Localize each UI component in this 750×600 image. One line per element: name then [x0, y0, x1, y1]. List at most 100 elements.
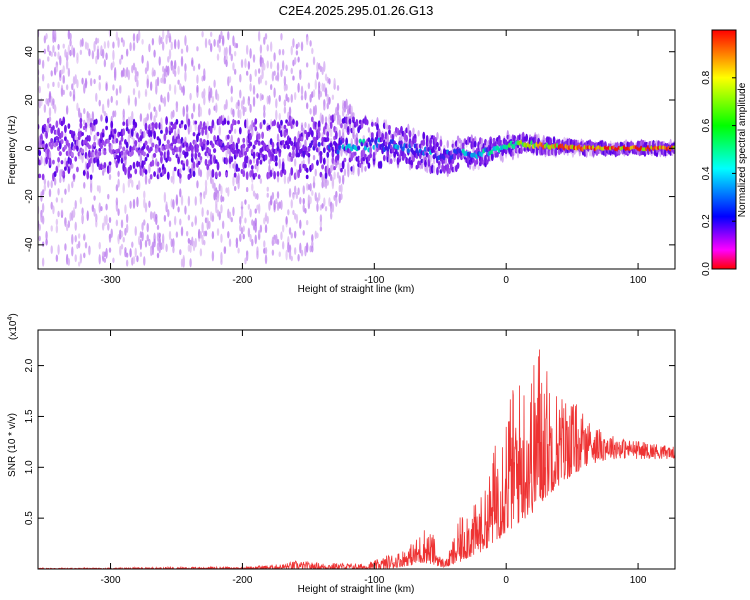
- spectrogram-cell: [132, 62, 136, 71]
- spectrogram-cell: [62, 116, 66, 125]
- spectrogram-cell: [321, 66, 324, 76]
- spectrogram-cell: [292, 75, 295, 81]
- spectrogram-cell: [352, 164, 355, 174]
- spectrogram-cell: [276, 62, 280, 72]
- snr-y-tick-label: 1.5: [24, 409, 35, 423]
- spectrogram-cell: [312, 154, 316, 161]
- spectrogram-cell: [74, 234, 77, 243]
- spectrogram-cell: [259, 44, 263, 54]
- spectrogram-cell: [303, 146, 308, 152]
- spectrogram-cell: [74, 221, 77, 231]
- spectrogram-cell: [137, 161, 141, 167]
- spectrogram-cell: [249, 103, 252, 113]
- spectrogram-cell: [240, 208, 244, 219]
- spectrogram-cell: [259, 224, 263, 233]
- spectrogram-cell: [170, 127, 174, 134]
- spectrogram-cell: [165, 116, 168, 126]
- spectrogram-cell: [143, 130, 146, 138]
- spectrogram-cell: [163, 68, 167, 78]
- spectrogram-cell: [211, 215, 215, 223]
- spectrogram-cell: [184, 70, 187, 82]
- spectrogram-cell: [196, 74, 199, 84]
- snr-x-tick-label: -300: [101, 575, 121, 586]
- spectrogram-cell: [168, 230, 172, 241]
- spectrogram-cell: [103, 110, 107, 117]
- spectrogram-cell: [305, 36, 309, 46]
- spectrogram-cell: [302, 230, 305, 236]
- spectrogram-cell: [225, 54, 228, 62]
- spectrogram-cell: [309, 183, 312, 192]
- spectrogram-cell: [331, 150, 335, 158]
- spectrogram-cell: [297, 253, 300, 262]
- spectrogram-cell: [165, 204, 168, 213]
- figure-title: C2E4.2025.295.01.26.G13: [279, 3, 434, 18]
- spectrogram-cell: [122, 108, 125, 118]
- spectrogram-cell: [62, 43, 65, 49]
- spectrogram-cell: [257, 152, 261, 161]
- spectrogram-cell: [232, 206, 235, 217]
- spectrogram-cell: [89, 174, 93, 180]
- spectrogram-cell: [64, 166, 67, 171]
- spectrogram-cell: [83, 182, 86, 189]
- spectrogram-cell: [59, 177, 62, 184]
- spectrogram-cell: [192, 102, 196, 113]
- spectrogram-cell: [309, 108, 312, 115]
- spectrogram-cell: [105, 125, 108, 131]
- spectrogram-cell: [312, 175, 316, 184]
- spectrogram-cell: [38, 173, 42, 179]
- spectrogram-cell: [98, 185, 101, 194]
- spectrogram-cell: [83, 119, 86, 125]
- spectrogram-cell: [43, 183, 47, 192]
- spectrogram-cell: [148, 238, 151, 247]
- spectrogram-cell: [91, 111, 95, 122]
- spectrogram-cell: [230, 96, 233, 103]
- spectrogram-cell: [163, 133, 167, 142]
- spectrogram-cell: [230, 217, 233, 223]
- spectrogram-cell: [87, 144, 92, 150]
- spectrogram-cell: [239, 89, 242, 99]
- spectrogram-cell: [338, 129, 341, 139]
- spectrogram-cell: [190, 152, 194, 159]
- spectrogram-cell: [69, 32, 72, 41]
- spectrogram-cell: [95, 92, 98, 103]
- spectrogram-cell: [264, 224, 268, 234]
- spectrogram-cell: [304, 121, 307, 129]
- spectrogram-cell: [95, 37, 98, 45]
- spectrogram-cell: [326, 136, 330, 142]
- spectrogram-cell: [146, 113, 149, 121]
- spectrogram-cell: [343, 168, 347, 177]
- spectrogram-cell: [149, 81, 153, 92]
- spectrogram-cell: [40, 155, 43, 165]
- spectrogram-cell: [436, 132, 439, 140]
- spectrogram-cell: [117, 178, 120, 188]
- spectrogram-cell: [194, 237, 197, 248]
- spectrogram-cell: [273, 52, 276, 62]
- spectrogram-cell: [96, 37, 100, 44]
- spectrogram-cell: [271, 141, 275, 149]
- spectrogram-cell: [278, 158, 281, 169]
- spectrogram-cell: [132, 88, 136, 96]
- spectrogram-cell: [280, 119, 283, 126]
- spectrogram-cell: [52, 44, 55, 53]
- spectrogram-cell: [293, 158, 297, 167]
- spectrogram-cell: [302, 197, 305, 205]
- spectrogram-cell: [264, 247, 268, 255]
- spectrogram-cell: [148, 163, 151, 174]
- spectrogram-cell: [280, 199, 283, 210]
- spectrogram-cell: [57, 43, 60, 51]
- spectrogram-cell: [245, 250, 249, 262]
- spectrogram-cell: [72, 133, 76, 142]
- spectrogram-cell: [305, 102, 309, 110]
- spectrogram-cell: [333, 113, 336, 122]
- spectrogram-cell: [148, 178, 151, 185]
- spectrogram-cell: [105, 214, 108, 225]
- spectrogram-cell: [281, 48, 285, 56]
- spectrogram-cell: [93, 208, 96, 217]
- spectrogram-cell: [319, 154, 323, 164]
- spectrogram-cell: [278, 94, 281, 102]
- spectrogram-cell: [352, 116, 355, 121]
- spectrogram-cell: [122, 146, 126, 152]
- spectrogram-cell: [60, 160, 64, 165]
- spectrogram-cell: [490, 151, 494, 161]
